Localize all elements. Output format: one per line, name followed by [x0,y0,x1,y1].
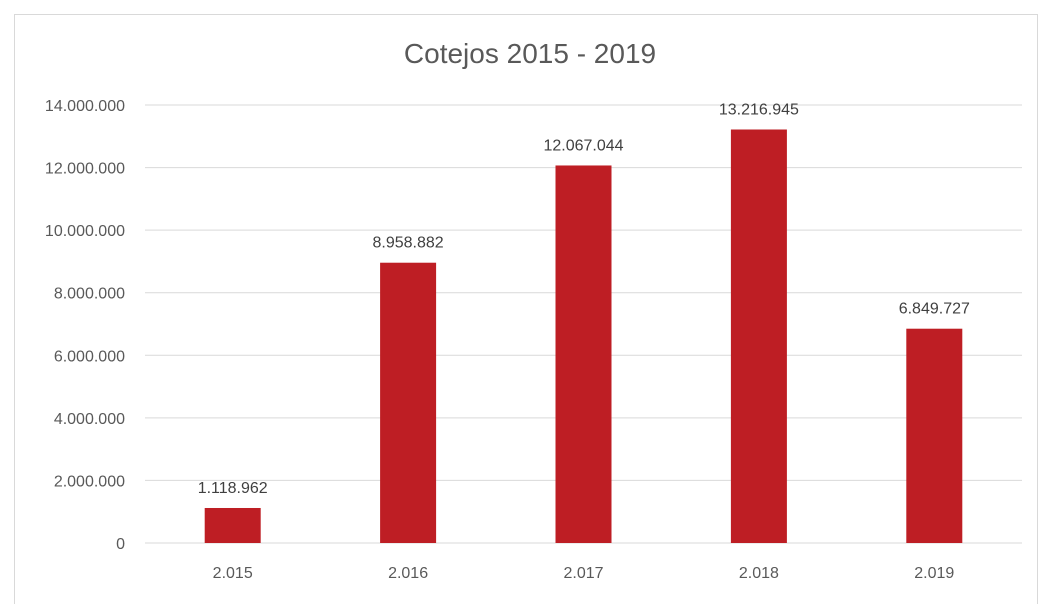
y-tick-label: 4.000.000 [54,411,125,428]
y-tick-label: 8.000.000 [54,286,125,303]
y-tick-label: 2.000.000 [54,473,125,490]
bars [204,129,963,544]
x-tick-label: 2.015 [213,565,253,582]
chart-title: Cotejos 2015 - 2019 [404,38,656,69]
bar-2.019 [906,328,963,543]
x-tick-label: 2.019 [914,565,954,582]
bar-2.018 [730,129,787,544]
data-label: 12.067.044 [543,137,623,154]
y-tick-label: 0 [116,536,125,553]
data-label: 13.216.945 [719,101,799,118]
data-label: 6.849.727 [899,301,970,318]
bar-2.015 [204,507,261,543]
y-axis-tick-labels: 0 2.000.000 4.000.000 6.000.000 8.000.000 10.… [45,98,125,553]
x-tick-label: 2.017 [563,565,603,582]
y-tick-label: 10.000.000 [45,223,125,240]
bar-2.016 [380,262,437,543]
x-axis-tick-labels: 2.015 2.016 2.017 2.018 2.019 [213,565,955,582]
y-tick-label: 12.000.000 [45,161,125,178]
y-tick-label: 6.000.000 [54,348,125,365]
y-tick-label: 14.000.000 [45,98,125,115]
chart-frame [14,14,1038,604]
data-label: 1.118.962 [198,480,268,497]
x-tick-label: 2.016 [388,565,428,582]
data-labels: 1.118.962 8.958.882 12.067.044 13.216.945 6.… [198,101,970,496]
x-tick-label: 2.018 [739,565,779,582]
bar-2.017 [555,165,612,543]
data-label: 8.958.882 [373,235,444,252]
